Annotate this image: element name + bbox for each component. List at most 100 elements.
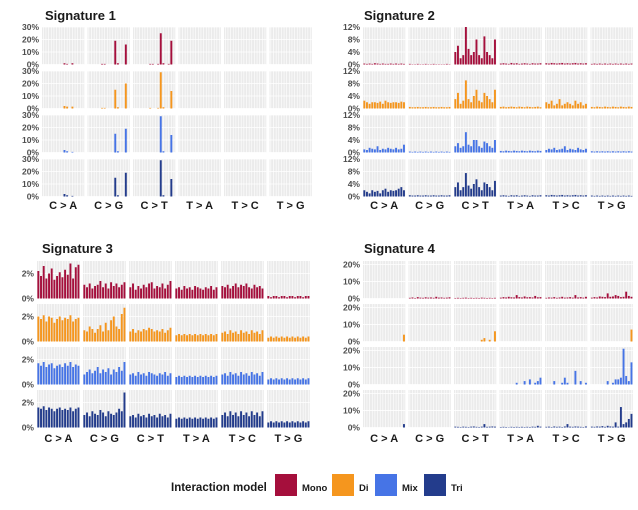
bar: [601, 297, 603, 299]
bar: [609, 107, 611, 108]
bar: [457, 46, 459, 65]
bar: [135, 376, 137, 385]
bar: [443, 152, 445, 153]
facet-row-mix: 0%10%20%: [343, 346, 633, 390]
bar: [553, 105, 555, 108]
bar: [205, 334, 207, 342]
bar: [159, 287, 161, 298]
bar: [140, 332, 142, 342]
bar: [240, 285, 242, 299]
bar: [612, 64, 614, 65]
bar: [548, 149, 550, 153]
bar: [64, 270, 66, 299]
bar: [620, 196, 622, 197]
bar: [400, 64, 402, 65]
bar: [513, 64, 515, 65]
bar: [623, 196, 625, 197]
bar: [69, 408, 71, 428]
bar: [143, 329, 145, 342]
bar: [526, 64, 528, 65]
bar: [291, 337, 293, 342]
bar: [532, 297, 534, 298]
bar: [438, 196, 440, 197]
bar: [207, 419, 209, 428]
facet-row-di: 0%10%20%: [343, 303, 633, 347]
bar: [612, 151, 614, 152]
bar: [508, 64, 510, 65]
bar: [623, 424, 625, 427]
bar: [75, 267, 77, 298]
bar: [291, 421, 293, 427]
bar: [64, 363, 66, 384]
bar: [567, 150, 569, 153]
category-label: C > T: [462, 433, 489, 445]
bar: [574, 63, 576, 65]
bar: [553, 381, 555, 384]
bar: [94, 414, 96, 428]
bar: [243, 286, 245, 299]
bar: [59, 408, 61, 428]
bar: [181, 290, 183, 299]
category-label: T > C: [553, 433, 580, 445]
bar: [167, 376, 169, 385]
bar: [500, 107, 502, 109]
bar: [478, 298, 480, 299]
bar: [596, 107, 598, 109]
bar: [213, 290, 215, 299]
bar: [153, 415, 155, 428]
bar: [553, 63, 555, 64]
bar: [446, 196, 448, 197]
bar: [240, 411, 242, 427]
bar: [503, 63, 505, 64]
bar: [422, 298, 424, 299]
bar: [481, 102, 483, 108]
bar: [117, 151, 119, 152]
bar: [48, 408, 50, 428]
bar: [628, 196, 630, 197]
bar: [412, 297, 414, 298]
bar: [460, 148, 462, 153]
bar: [69, 362, 71, 385]
bar: [609, 196, 611, 197]
bar: [43, 315, 45, 341]
bar: [617, 64, 619, 65]
bar: [486, 427, 488, 428]
bar: [37, 363, 39, 384]
bar: [197, 419, 199, 428]
bar: [104, 108, 106, 109]
bar: [110, 320, 112, 341]
bar: [607, 381, 609, 384]
facet-row-mono: 0%10%20%30%: [22, 22, 312, 69]
bar: [125, 129, 127, 153]
bar: [465, 173, 467, 196]
bar: [483, 142, 485, 153]
bar: [392, 102, 394, 108]
bar: [567, 424, 569, 427]
bar: [194, 286, 196, 299]
bar: [591, 107, 593, 109]
bar: [425, 107, 427, 109]
bar: [278, 423, 280, 428]
bar: [545, 102, 547, 108]
bar: [489, 55, 491, 64]
bar: [161, 375, 163, 385]
bar: [181, 335, 183, 341]
bar: [494, 140, 496, 153]
bar: [548, 104, 550, 109]
bar: [162, 151, 164, 152]
bar: [107, 289, 109, 299]
bar: [89, 416, 91, 427]
bar: [71, 152, 73, 153]
bar: [294, 380, 296, 385]
bar: [494, 90, 496, 109]
bar: [305, 380, 307, 385]
bar: [500, 64, 502, 65]
bar: [529, 151, 531, 153]
bar: [567, 195, 569, 196]
bar: [56, 276, 58, 299]
bar: [462, 146, 464, 152]
bar: [526, 107, 528, 109]
bar: [443, 196, 445, 197]
bar: [412, 152, 414, 153]
bar: [594, 152, 596, 153]
